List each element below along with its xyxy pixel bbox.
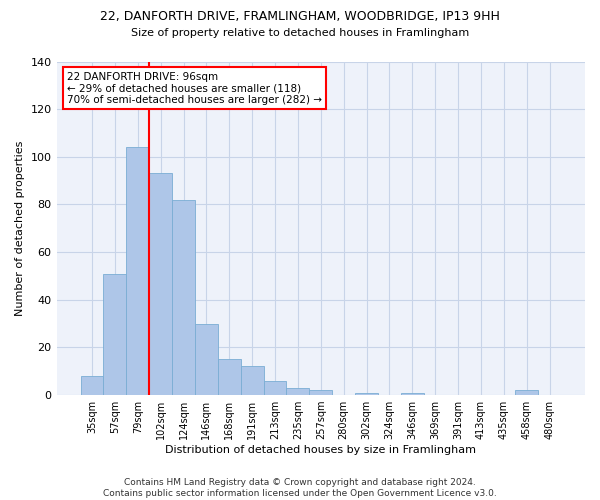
Bar	[127, 148, 149, 395]
Bar	[218, 360, 241, 395]
Bar	[172, 200, 195, 395]
Bar	[195, 324, 218, 395]
X-axis label: Distribution of detached houses by size in Framlingham: Distribution of detached houses by size …	[165, 445, 476, 455]
Bar	[241, 366, 263, 395]
Bar	[401, 392, 424, 395]
Text: Size of property relative to detached houses in Framlingham: Size of property relative to detached ho…	[131, 28, 469, 38]
Bar	[263, 381, 286, 395]
Y-axis label: Number of detached properties: Number of detached properties	[15, 140, 25, 316]
Bar	[80, 376, 103, 395]
Bar	[103, 274, 127, 395]
Bar	[310, 390, 332, 395]
Text: Contains HM Land Registry data © Crown copyright and database right 2024.
Contai: Contains HM Land Registry data © Crown c…	[103, 478, 497, 498]
Text: 22, DANFORTH DRIVE, FRAMLINGHAM, WOODBRIDGE, IP13 9HH: 22, DANFORTH DRIVE, FRAMLINGHAM, WOODBRI…	[100, 10, 500, 23]
Text: 22 DANFORTH DRIVE: 96sqm
← 29% of detached houses are smaller (118)
70% of semi-: 22 DANFORTH DRIVE: 96sqm ← 29% of detach…	[67, 72, 322, 104]
Bar	[355, 392, 378, 395]
Bar	[515, 390, 538, 395]
Bar	[286, 388, 310, 395]
Bar	[149, 174, 172, 395]
